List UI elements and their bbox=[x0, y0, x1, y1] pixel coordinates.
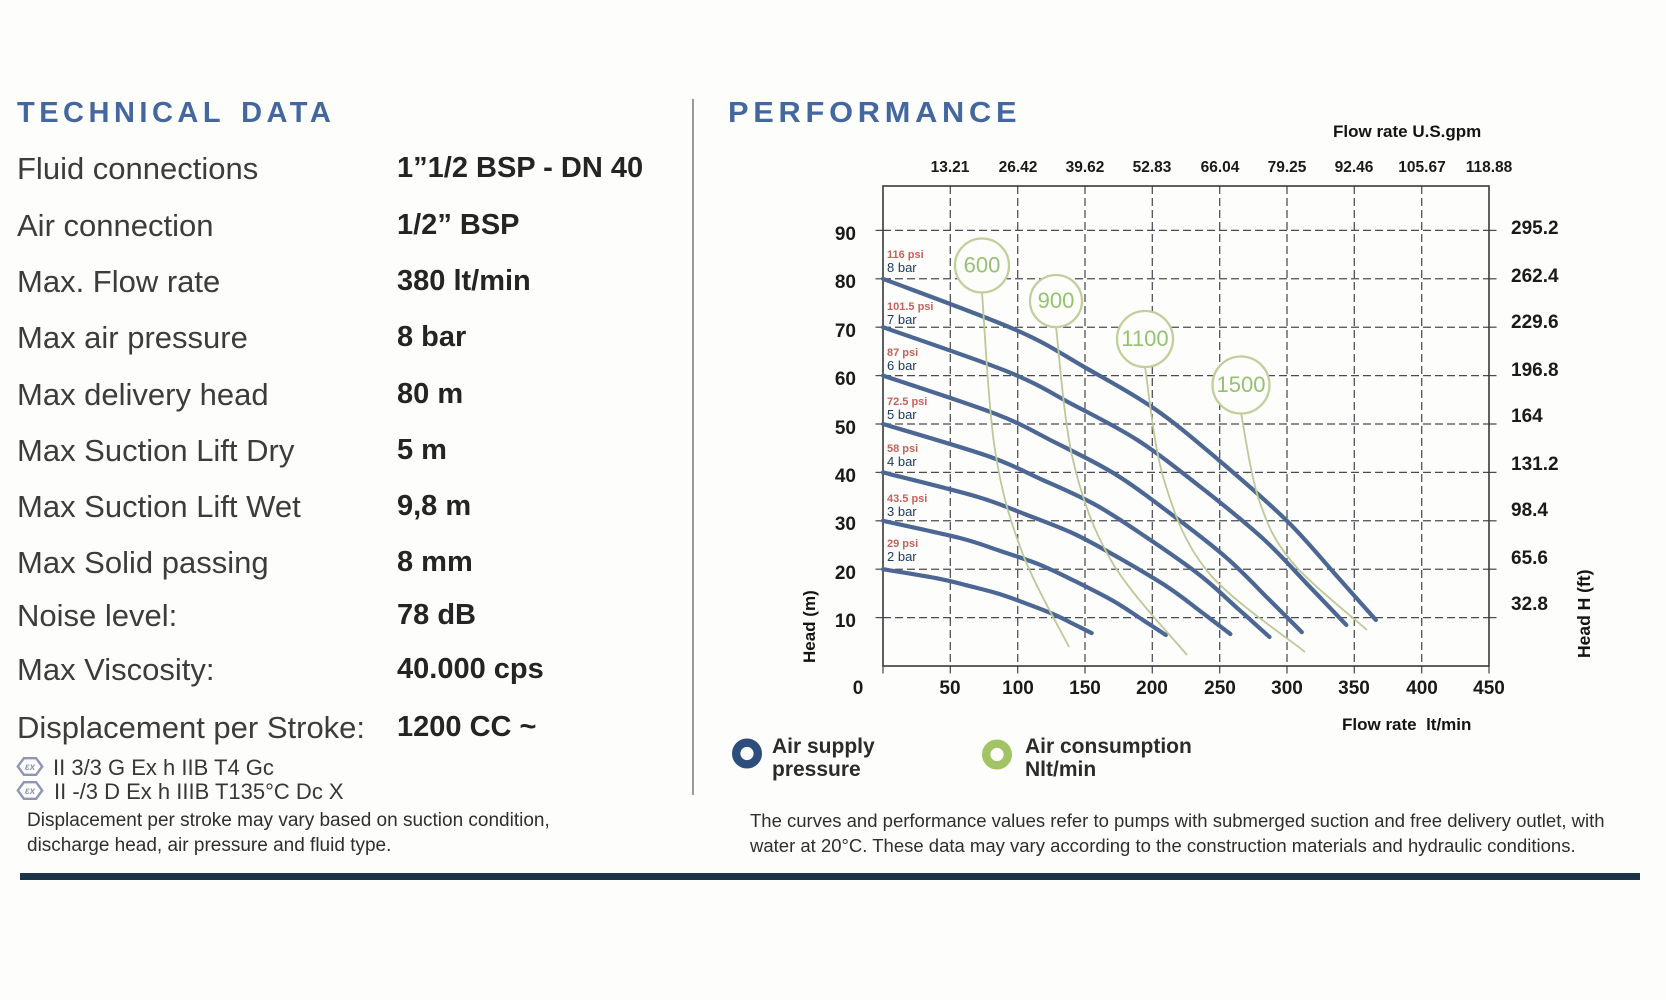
svg-text:80: 80 bbox=[835, 272, 856, 293]
svg-text:Flow rate lt/min: Flow rate lt/min bbox=[1342, 715, 1471, 734]
svg-text:250: 250 bbox=[1204, 678, 1236, 699]
svg-text:εx: εx bbox=[25, 762, 36, 773]
svg-text:43.5 psi: 43.5 psi bbox=[887, 493, 927, 505]
svg-text:32.8: 32.8 bbox=[1511, 594, 1548, 615]
svg-text:900: 900 bbox=[1038, 288, 1075, 313]
svg-text:87 psi: 87 psi bbox=[887, 347, 918, 359]
svg-text:131.2: 131.2 bbox=[1511, 454, 1559, 475]
svg-text:5 bar: 5 bar bbox=[887, 407, 917, 422]
svg-text:79.25: 79.25 bbox=[1268, 159, 1307, 176]
svg-text:600: 600 bbox=[964, 253, 1001, 278]
svg-text:196.8: 196.8 bbox=[1511, 360, 1559, 381]
svg-text:8 bar: 8 bar bbox=[887, 260, 917, 275]
svg-text:400: 400 bbox=[1406, 678, 1438, 699]
svg-text:66.04: 66.04 bbox=[1201, 159, 1240, 176]
svg-text:39.62: 39.62 bbox=[1066, 159, 1105, 176]
svg-text:3 bar: 3 bar bbox=[887, 504, 917, 519]
svg-text:13.21: 13.21 bbox=[931, 159, 970, 176]
svg-text:100: 100 bbox=[1002, 678, 1034, 699]
svg-text:20: 20 bbox=[835, 563, 856, 584]
svg-text:40: 40 bbox=[835, 466, 856, 487]
svg-text:150: 150 bbox=[1069, 678, 1101, 699]
svg-text:4 bar: 4 bar bbox=[887, 454, 917, 469]
svg-text:10: 10 bbox=[835, 611, 856, 632]
svg-text:72.5 psi: 72.5 psi bbox=[887, 396, 927, 408]
svg-text:1500: 1500 bbox=[1217, 372, 1266, 397]
svg-text:65.6: 65.6 bbox=[1511, 548, 1548, 569]
svg-text:200: 200 bbox=[1136, 678, 1168, 699]
svg-text:450: 450 bbox=[1473, 678, 1505, 699]
svg-text:Head H (ft): Head H (ft) bbox=[1574, 570, 1594, 658]
svg-text:90: 90 bbox=[835, 224, 856, 245]
svg-text:0: 0 bbox=[853, 678, 864, 699]
svg-text:Head (m): Head (m) bbox=[800, 590, 819, 663]
svg-text:262.4: 262.4 bbox=[1511, 266, 1559, 287]
svg-text:2 bar: 2 bar bbox=[887, 549, 917, 564]
svg-text:εx: εx bbox=[25, 786, 36, 797]
svg-text:300: 300 bbox=[1271, 678, 1303, 699]
svg-text:164: 164 bbox=[1511, 406, 1543, 427]
svg-text:26.42: 26.42 bbox=[999, 159, 1038, 176]
svg-text:50: 50 bbox=[835, 418, 856, 439]
svg-text:52.83: 52.83 bbox=[1133, 159, 1172, 176]
svg-text:60: 60 bbox=[835, 369, 856, 390]
svg-text:229.6: 229.6 bbox=[1511, 312, 1559, 333]
svg-text:118.88: 118.88 bbox=[1466, 159, 1513, 176]
svg-text:350: 350 bbox=[1338, 678, 1370, 699]
svg-text:29 psi: 29 psi bbox=[887, 538, 918, 550]
svg-text:98.4: 98.4 bbox=[1511, 500, 1548, 521]
svg-text:101.5 psi: 101.5 psi bbox=[887, 301, 933, 313]
svg-text:30: 30 bbox=[835, 514, 856, 535]
svg-text:70: 70 bbox=[835, 321, 856, 342]
svg-text:295.2: 295.2 bbox=[1511, 218, 1559, 239]
svg-text:116 psi: 116 psi bbox=[887, 249, 924, 261]
svg-text:6 bar: 6 bar bbox=[887, 358, 917, 373]
svg-text:1100: 1100 bbox=[1121, 326, 1168, 351]
svg-text:Flow rate U.S.gpm: Flow rate U.S.gpm bbox=[1333, 122, 1481, 141]
svg-text:58 psi: 58 psi bbox=[887, 443, 918, 455]
svg-text:92.46: 92.46 bbox=[1335, 159, 1374, 176]
svg-text:50: 50 bbox=[939, 678, 960, 699]
svg-text:105.67: 105.67 bbox=[1398, 159, 1445, 176]
svg-text:7 bar: 7 bar bbox=[887, 312, 917, 327]
